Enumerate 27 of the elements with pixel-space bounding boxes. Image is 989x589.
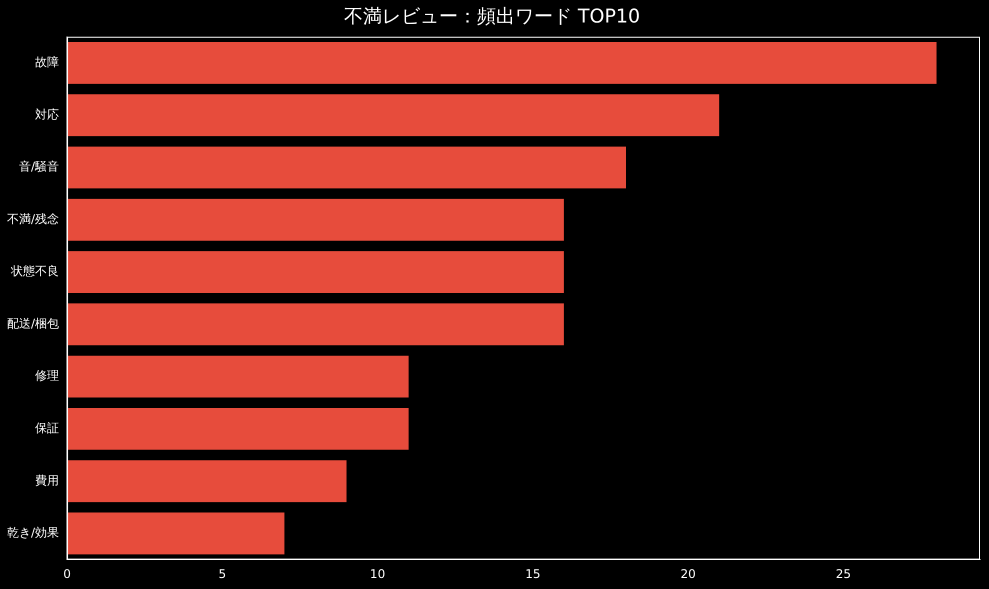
y-tick-label: 音/騒音 — [18, 160, 60, 174]
x-tick-label: 10 — [370, 566, 386, 581]
bar — [67, 460, 347, 502]
y-tick-label: 修理 — [35, 368, 60, 383]
x-tick-label: 25 — [836, 566, 852, 581]
bar — [67, 146, 626, 188]
y-tick-label: 不満/残念 — [6, 212, 60, 226]
y-tick-label: 状態不良 — [10, 264, 60, 278]
bar — [67, 408, 409, 450]
y-tick-label: 対応 — [35, 107, 60, 122]
y-tick-label: 配送/梱包 — [6, 316, 60, 330]
bar — [67, 198, 564, 241]
y-tick-label: 保証 — [35, 421, 60, 436]
y-tick-label: 故障 — [35, 55, 60, 70]
bar — [67, 251, 564, 293]
x-tick-label: 5 — [218, 566, 226, 581]
bar — [67, 356, 409, 398]
bar — [67, 512, 284, 554]
bar — [67, 42, 937, 84]
x-tick-label: 20 — [680, 566, 696, 581]
bar — [67, 94, 720, 136]
bar — [67, 303, 564, 346]
y-tick-label: 費用 — [35, 473, 60, 488]
chart-title: 不満レビュー：頻出ワード TOP10 — [344, 5, 640, 28]
y-tick-label: 乾き/効果 — [6, 526, 60, 540]
x-tick-label: 0 — [63, 566, 71, 581]
x-tick-label: 15 — [525, 566, 540, 581]
